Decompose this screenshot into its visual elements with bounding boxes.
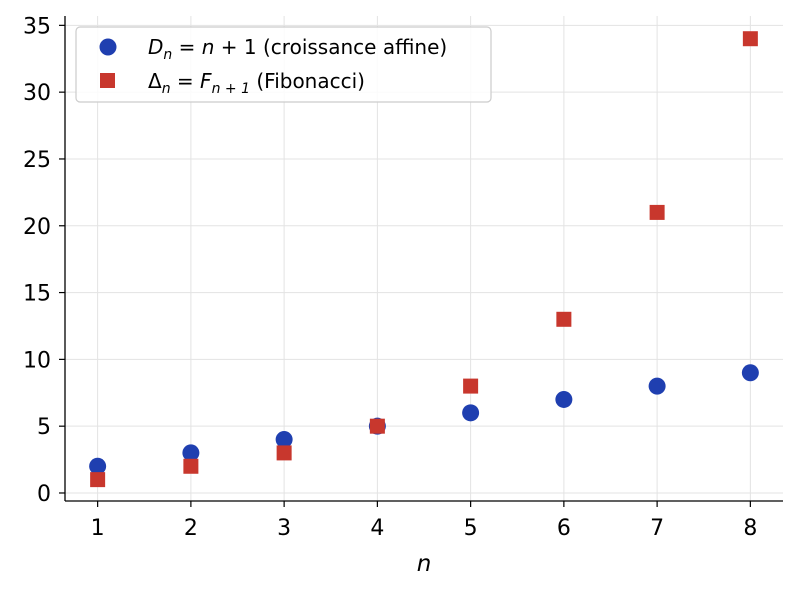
data-point-square (276, 445, 292, 461)
x-axis-label: n (417, 551, 432, 577)
data-point-circle (89, 457, 107, 475)
y-tick-label: 35 (23, 14, 51, 39)
x-tick-label: 3 (277, 516, 291, 541)
legend-series-2-subscript: n (162, 81, 171, 97)
data-points (89, 31, 759, 488)
y-tick-label: 30 (23, 81, 51, 106)
legend-marker-square (100, 73, 115, 88)
x-tick-label: 6 (557, 516, 571, 541)
y-tick-label: 25 (23, 148, 51, 173)
data-point-circle (741, 364, 759, 382)
data-point-circle (182, 444, 200, 462)
y-tick-label: 0 (37, 482, 51, 507)
data-point-square (742, 31, 758, 47)
legend-series-1-equals: = (172, 35, 201, 59)
x-tick-label: 8 (743, 516, 757, 541)
data-point-square (90, 472, 106, 488)
legend-marker-circle (99, 38, 117, 56)
legend-series-2-equals: = (171, 69, 200, 93)
x-tick-label: 5 (464, 516, 478, 541)
legend-label-series-1: Dn = n + 1 (croissance affine) (148, 35, 447, 63)
data-point-square (556, 311, 572, 327)
legend-series-1-subscript: n (163, 47, 172, 63)
data-point-square (369, 418, 385, 434)
y-tick-label: 20 (23, 215, 51, 240)
data-point-square (183, 458, 199, 474)
x-tick-label: 7 (650, 516, 664, 541)
data-point-circle (462, 404, 480, 422)
legend: Dn = n + 1 (croissance affine) Δn = Fn +… (75, 26, 492, 103)
y-tick-label: 10 (23, 348, 51, 373)
data-point-circle (555, 390, 573, 408)
legend-series-2-rhs-subscript: n + 1 (212, 81, 250, 97)
x-tick-label: 2 (184, 516, 198, 541)
axes (59, 16, 783, 507)
legend-box (75, 26, 492, 103)
y-tick-label: 15 (23, 282, 51, 307)
data-point-square (463, 378, 479, 394)
data-point-circle (648, 377, 666, 395)
tick-labels: 1 2 3 4 5 6 7 8 0 5 10 15 20 25 30 35 (23, 14, 757, 541)
legend-label-series-2: Δn = Fn + 1 (Fibonacci) (148, 69, 365, 97)
data-point-square (649, 204, 665, 220)
y-tick-label: 5 (37, 415, 51, 440)
x-tick-label: 1 (91, 516, 105, 541)
legend-series-2-symbol: Δ (148, 69, 162, 93)
data-point-circle (275, 431, 293, 449)
legend-series-2-rhs-var: F (200, 69, 212, 93)
x-tick-label: 4 (370, 516, 384, 541)
legend-series-1-rhs-var: n (202, 35, 215, 59)
legend-series-1-symbol: D (148, 35, 163, 59)
legend-series-1-rhs-rest: + 1 (croissance affine) (214, 35, 447, 59)
legend-series-2-rhs-rest: (Fibonacci) (250, 69, 365, 93)
